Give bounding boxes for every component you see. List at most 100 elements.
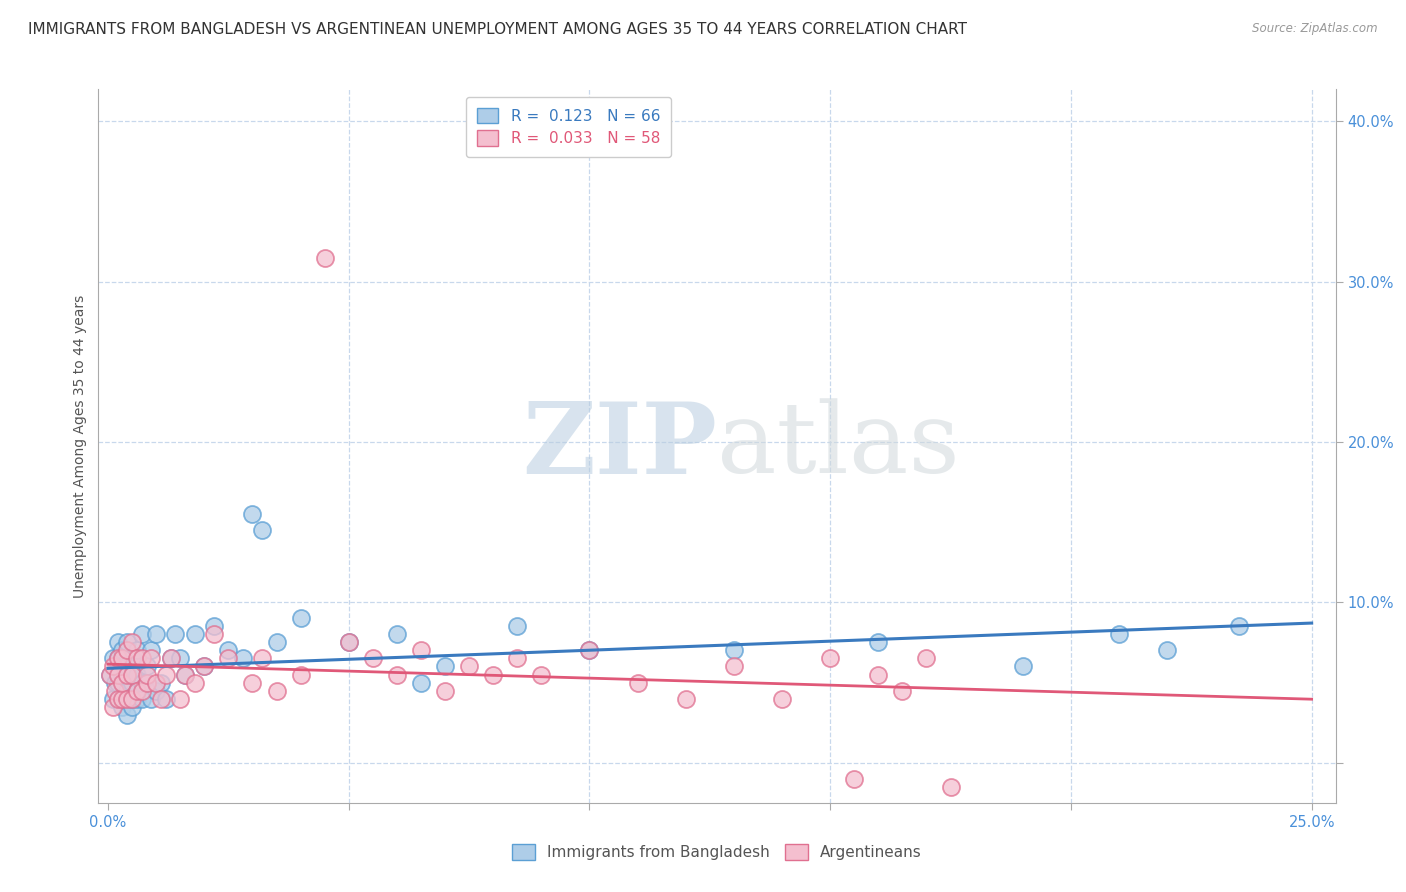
Point — [174, 667, 197, 681]
Point — [131, 683, 153, 698]
Point — [135, 659, 157, 673]
Point — [290, 611, 312, 625]
Point — [117, 635, 139, 649]
Point — [578, 643, 600, 657]
Point — [107, 691, 129, 706]
Point — [111, 675, 134, 690]
Point — [121, 635, 143, 649]
Point — [121, 699, 143, 714]
Point — [506, 651, 529, 665]
Point — [121, 675, 143, 690]
Point — [242, 507, 264, 521]
Point — [100, 667, 122, 681]
Point — [818, 651, 841, 665]
Legend: Immigrants from Bangladesh, Argentineans: Immigrants from Bangladesh, Argentineans — [506, 838, 928, 866]
Point — [131, 651, 153, 665]
Point — [868, 635, 890, 649]
Point — [458, 659, 481, 673]
Point — [111, 651, 134, 665]
Point — [337, 635, 360, 649]
Point — [202, 627, 225, 641]
Point — [409, 643, 432, 657]
Point — [117, 659, 139, 673]
Point — [125, 691, 148, 706]
Point — [434, 683, 457, 698]
Point — [125, 667, 148, 681]
Point — [121, 691, 143, 706]
Point — [530, 667, 553, 681]
Point — [135, 667, 157, 681]
Point — [337, 635, 360, 649]
Point — [723, 643, 745, 657]
Text: ZIP: ZIP — [522, 398, 717, 494]
Point — [100, 667, 122, 681]
Point — [627, 675, 650, 690]
Point — [101, 699, 124, 714]
Point — [150, 691, 173, 706]
Point — [117, 667, 139, 681]
Point — [217, 643, 239, 657]
Point — [232, 651, 254, 665]
Point — [111, 699, 134, 714]
Point — [131, 675, 153, 690]
Point — [111, 675, 134, 690]
Point — [131, 627, 153, 641]
Point — [125, 651, 148, 665]
Point — [266, 683, 288, 698]
Point — [1229, 619, 1251, 633]
Point — [193, 659, 215, 673]
Point — [101, 659, 124, 673]
Point — [111, 667, 134, 681]
Point — [183, 627, 205, 641]
Point — [145, 675, 167, 690]
Point — [1011, 659, 1033, 673]
Point — [104, 675, 127, 690]
Point — [409, 675, 432, 690]
Point — [107, 651, 129, 665]
Point — [117, 667, 139, 681]
Point — [117, 691, 139, 706]
Point — [150, 675, 173, 690]
Point — [506, 619, 529, 633]
Point — [266, 635, 288, 649]
Point — [111, 643, 134, 657]
Point — [361, 651, 384, 665]
Point — [121, 667, 143, 681]
Point — [101, 651, 124, 665]
Point — [107, 675, 129, 690]
Point — [117, 691, 139, 706]
Point — [141, 643, 163, 657]
Point — [135, 675, 157, 690]
Point — [145, 683, 167, 698]
Point — [117, 683, 139, 698]
Point — [217, 651, 239, 665]
Point — [111, 691, 134, 706]
Point — [385, 627, 408, 641]
Point — [107, 691, 129, 706]
Point — [578, 643, 600, 657]
Point — [141, 651, 163, 665]
Point — [155, 691, 177, 706]
Point — [117, 707, 139, 722]
Point — [107, 667, 129, 681]
Point — [111, 691, 134, 706]
Point — [675, 691, 697, 706]
Point — [165, 627, 187, 641]
Point — [723, 659, 745, 673]
Point — [174, 667, 197, 681]
Point — [868, 667, 890, 681]
Point — [939, 780, 962, 794]
Point — [1108, 627, 1130, 641]
Point — [159, 651, 181, 665]
Text: Source: ZipAtlas.com: Source: ZipAtlas.com — [1253, 22, 1378, 36]
Point — [314, 251, 336, 265]
Point — [169, 691, 191, 706]
Point — [844, 772, 866, 786]
Point — [141, 691, 163, 706]
Point — [107, 667, 129, 681]
Point — [250, 523, 273, 537]
Point — [770, 691, 793, 706]
Point — [121, 691, 143, 706]
Point — [385, 667, 408, 681]
Point — [1156, 643, 1178, 657]
